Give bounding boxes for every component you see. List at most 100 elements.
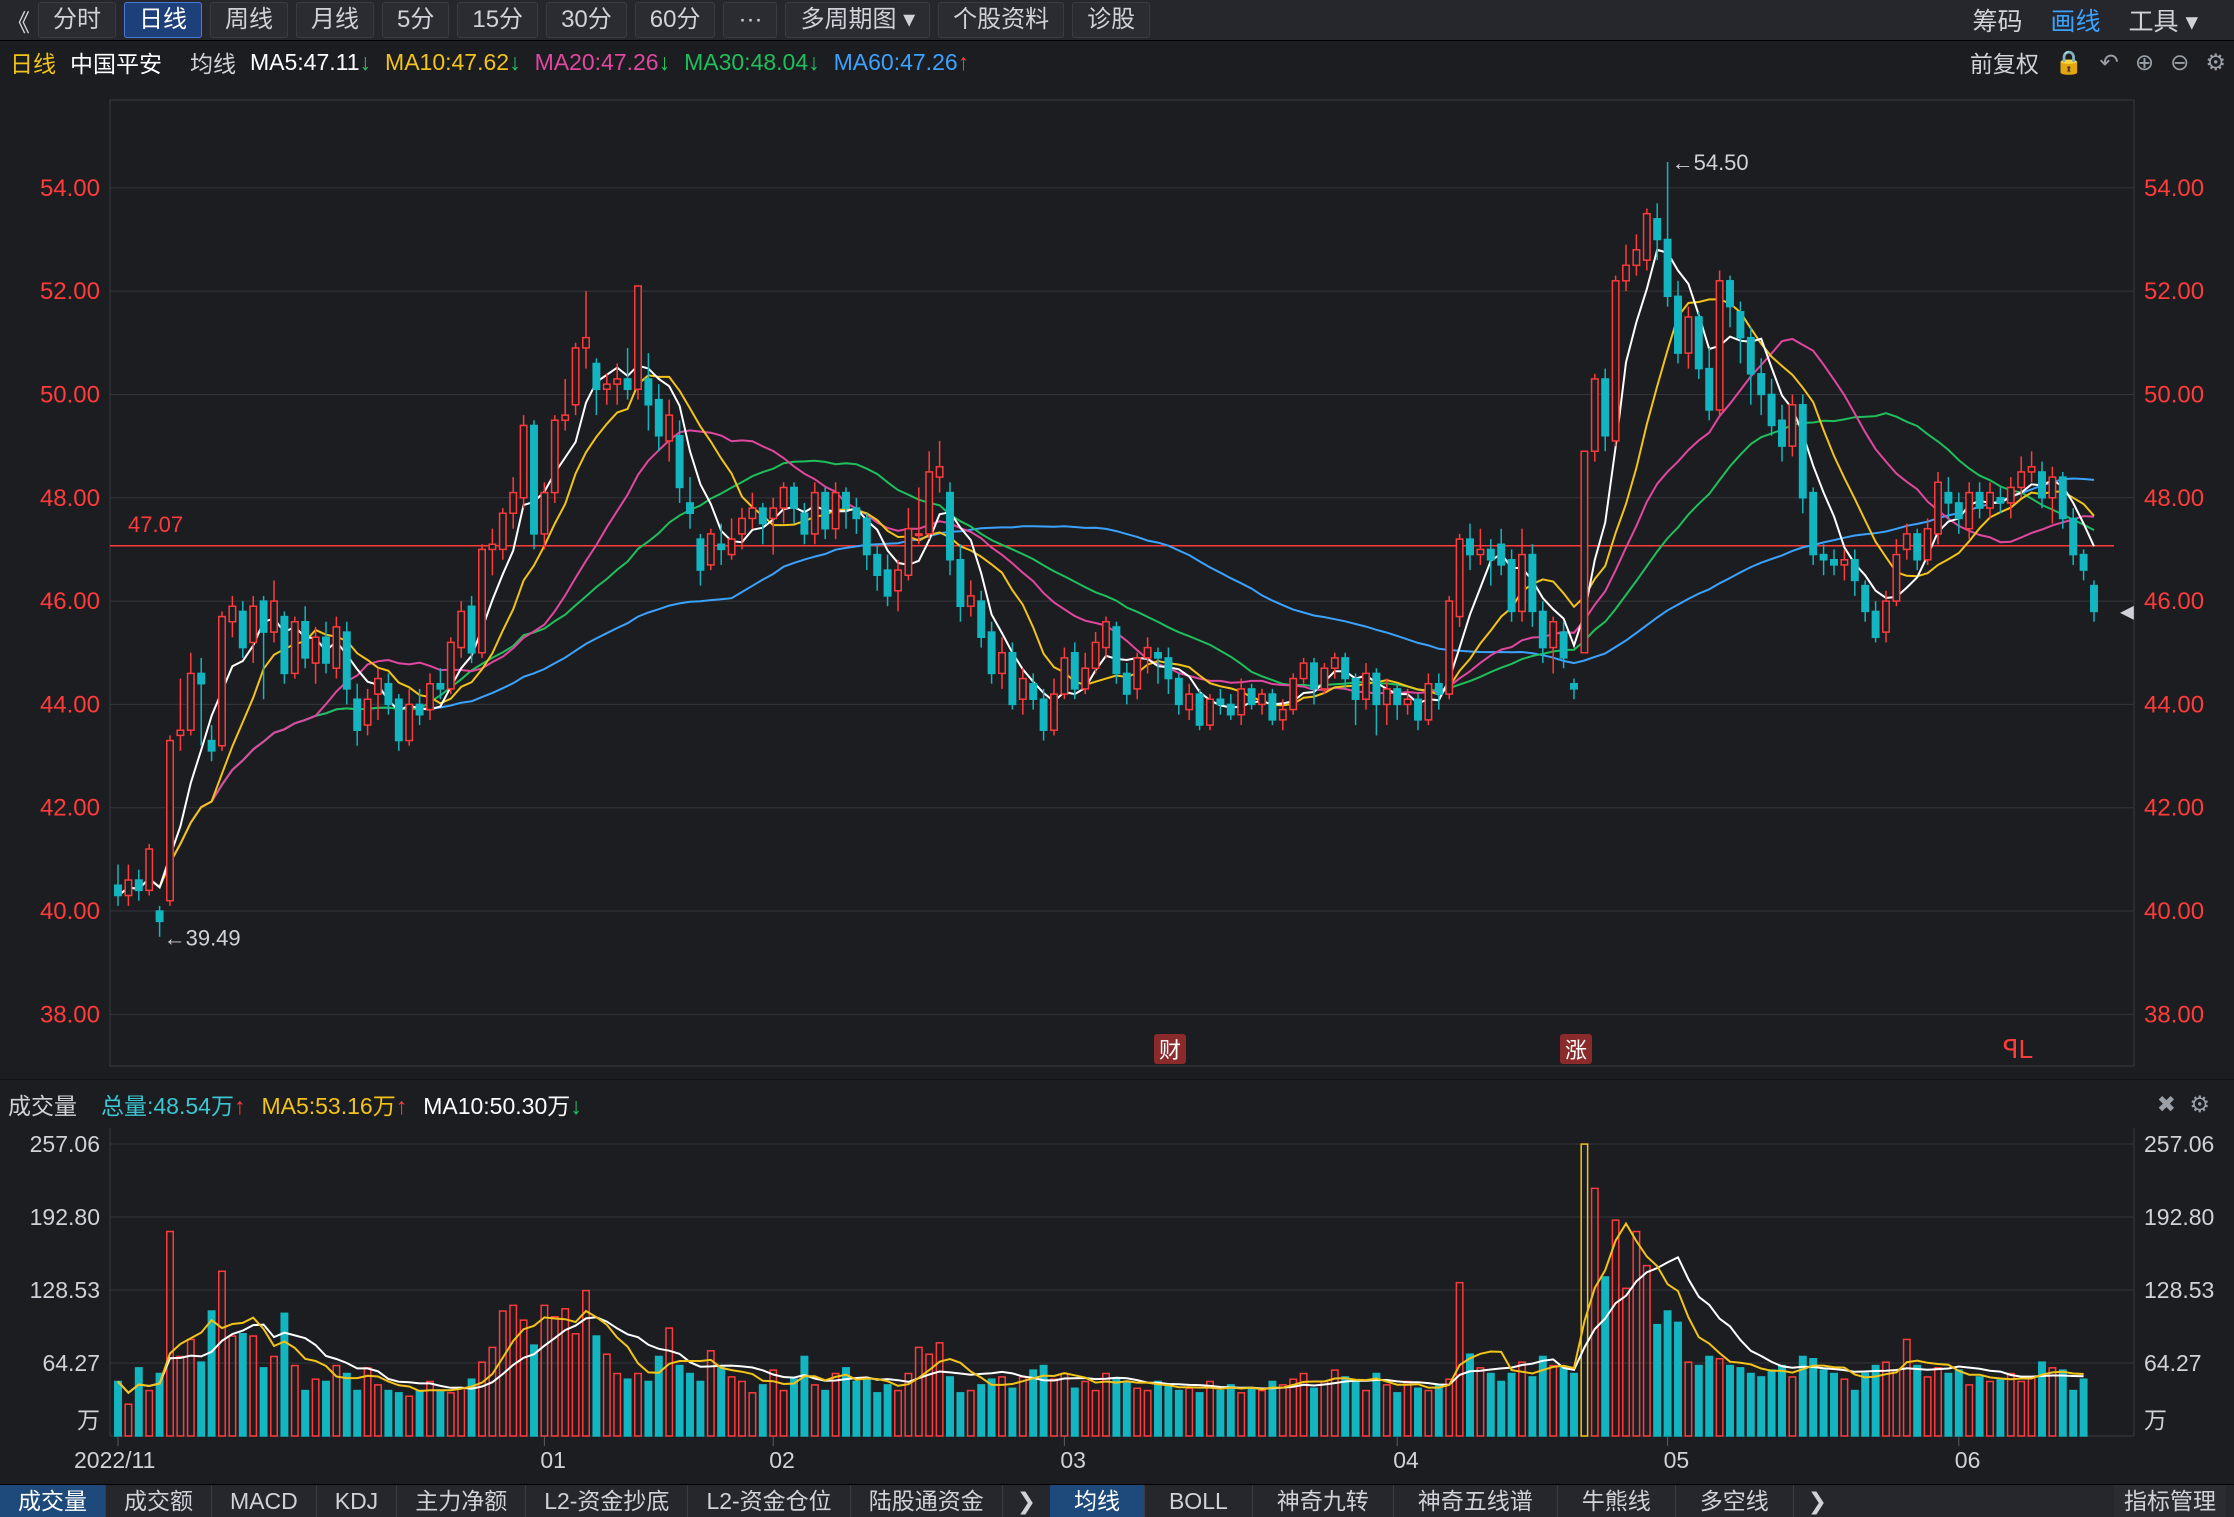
candle[interactable] [1320, 663, 1329, 695]
candle[interactable] [1611, 275, 1620, 447]
volume-bar[interactable] [2017, 1380, 2026, 1437]
volume-bar[interactable] [353, 1389, 362, 1437]
volume-bar[interactable] [758, 1384, 767, 1437]
candle[interactable] [1913, 528, 1922, 571]
zoom-in-icon[interactable]: ⊕ [2134, 48, 2155, 75]
volume-bar[interactable] [748, 1392, 757, 1437]
volume-bar[interactable] [1018, 1376, 1027, 1437]
volume-bar[interactable] [935, 1342, 944, 1437]
ma-label[interactable]: 均线 [190, 51, 236, 77]
period-tab-3[interactable]: 月线 [296, 2, 374, 38]
candle[interactable] [353, 683, 362, 746]
candle[interactable] [1154, 647, 1162, 684]
candle[interactable] [550, 415, 559, 503]
candle[interactable] [1185, 683, 1194, 720]
volume-bar[interactable] [1934, 1367, 1942, 1437]
candle[interactable] [1133, 652, 1142, 700]
candle[interactable] [1081, 652, 1090, 695]
volume-bar[interactable] [280, 1312, 289, 1437]
candle[interactable] [446, 637, 455, 695]
volume-bar[interactable] [259, 1367, 268, 1437]
volume-bar[interactable] [1122, 1380, 1131, 1437]
lock-icon[interactable]: 🔒 [2054, 48, 2084, 75]
candle[interactable] [415, 688, 424, 726]
volume-bar[interactable] [727, 1376, 736, 1437]
volume-bar[interactable] [987, 1378, 996, 1437]
volume-bar[interactable] [1289, 1378, 1298, 1437]
volume-bar[interactable] [249, 1335, 258, 1437]
volume-bar[interactable] [1091, 1389, 1100, 1437]
candlestick-chart[interactable]: 54.00 52.00 50.00 48.00 46.00 44.00 42.00 40.00… [0, 80, 2234, 1080]
candle[interactable] [1871, 601, 1880, 643]
volume-bar[interactable] [1746, 1372, 1755, 1437]
candle[interactable] [946, 482, 954, 576]
candle[interactable] [1018, 668, 1027, 715]
volume-bar[interactable] [790, 1378, 798, 1437]
volume-bar[interactable] [1715, 1358, 1724, 1437]
candle[interactable] [1819, 544, 1828, 576]
volume-bar[interactable] [1778, 1364, 1786, 1437]
indicator-tab-1[interactable]: 成交额 [106, 1485, 212, 1517]
close-icon[interactable]: ✖ [2156, 1090, 2176, 1117]
candle[interactable] [2058, 471, 2067, 529]
indicator-tab-7[interactable]: 陆股通资金 [851, 1485, 1003, 1517]
volume-bar[interactable] [124, 1403, 133, 1437]
candle[interactable] [280, 611, 289, 684]
candle[interactable] [498, 508, 507, 560]
candle[interactable] [1050, 678, 1058, 736]
volume-bar[interactable] [1954, 1369, 1963, 1437]
candle[interactable] [1944, 477, 1953, 519]
candle[interactable] [987, 621, 996, 684]
candle[interactable] [602, 373, 611, 405]
candle[interactable] [176, 678, 185, 751]
volume-bar[interactable] [1466, 1353, 1474, 1437]
volume-bar[interactable] [467, 1378, 476, 1437]
volume-bar[interactable] [1850, 1389, 1859, 1437]
candle[interactable] [571, 342, 580, 416]
candle[interactable] [1143, 637, 1152, 674]
volume-bar[interactable] [1559, 1367, 1568, 1437]
volume-bar[interactable] [1226, 1384, 1235, 1437]
volume-bar[interactable] [176, 1355, 185, 1437]
candle[interactable] [1091, 632, 1100, 674]
volume-bar[interactable] [1268, 1380, 1277, 1437]
settings-icon[interactable]: ⚙ [2205, 48, 2226, 75]
candle[interactable] [1684, 306, 1693, 369]
candle[interactable] [478, 544, 486, 658]
candle[interactable] [530, 420, 538, 550]
candle[interactable] [1830, 549, 1838, 576]
candle[interactable] [1674, 280, 1682, 364]
period-tab-5[interactable]: 15分 [457, 2, 539, 38]
candle[interactable] [717, 523, 726, 565]
candle[interactable] [810, 482, 819, 545]
volume-bar[interactable] [1861, 1372, 1870, 1437]
volume-bar[interactable] [1549, 1364, 1558, 1437]
volume-bar[interactable] [1486, 1372, 1495, 1437]
candle[interactable] [1882, 590, 1890, 643]
volume-bar[interactable] [1050, 1378, 1058, 1437]
candle[interactable] [883, 554, 892, 607]
volume-bar[interactable] [1590, 1187, 1599, 1437]
period-tab-1[interactable]: 日线 [124, 2, 202, 38]
candle[interactable] [1403, 688, 1412, 715]
volume-bar[interactable] [498, 1310, 507, 1437]
volume-bar[interactable] [1330, 1369, 1339, 1437]
candle[interactable] [758, 502, 767, 545]
candle[interactable] [519, 415, 528, 509]
candle[interactable] [1195, 688, 1204, 731]
candle[interactable] [613, 363, 622, 405]
candle[interactable] [654, 384, 663, 452]
candle[interactable] [1746, 327, 1755, 405]
candle[interactable] [301, 606, 310, 669]
volume-bar[interactable] [1757, 1376, 1766, 1437]
candle[interactable] [1757, 358, 1766, 416]
candle[interactable] [935, 440, 944, 493]
candle[interactable] [1507, 549, 1516, 622]
volume-bar[interactable] [155, 1372, 164, 1437]
candle[interactable] [186, 652, 195, 736]
volume-bar[interactable] [1081, 1380, 1090, 1437]
volume-bar[interactable] [540, 1304, 549, 1437]
candle[interactable] [623, 347, 632, 400]
volume-bar[interactable] [1237, 1392, 1246, 1437]
zoom-out-icon[interactable]: ⊖ [2170, 48, 2190, 75]
